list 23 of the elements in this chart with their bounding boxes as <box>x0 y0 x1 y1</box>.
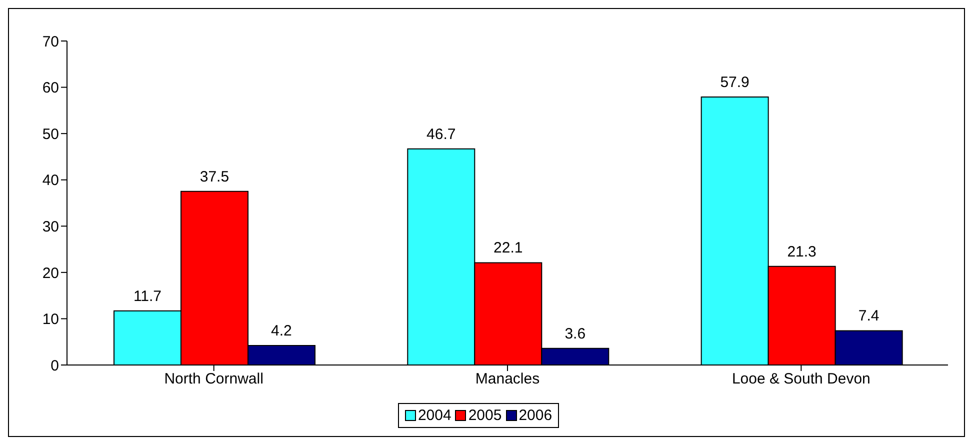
data-label: 3.6 <box>564 325 586 342</box>
y-tick-label: 10 <box>42 311 59 328</box>
y-tick-label: 20 <box>42 264 59 282</box>
x-tick-label: North Cornwall <box>164 370 264 388</box>
legend-label: 2005 <box>467 407 502 424</box>
data-label: 37.5 <box>200 168 230 186</box>
y-tick-label: 50 <box>42 126 59 143</box>
y-tick-label: 30 <box>42 218 59 236</box>
y-tick-label: 60 <box>42 80 59 97</box>
y-tick-label: 0 <box>50 357 59 374</box>
data-label: 4.2 <box>271 322 292 340</box>
legend-label: 2004 <box>416 407 452 424</box>
x-tick-label: Manacles <box>475 370 540 388</box>
data-label: 57.9 <box>720 74 750 92</box>
x-tick-label: Looe & South Devon <box>732 370 870 388</box>
data-label: 21.3 <box>787 243 816 260</box>
data-label: 46.7 <box>426 126 456 143</box>
data-label: 7.4 <box>858 308 880 325</box>
legend-label: 2006 <box>518 407 552 424</box>
y-tick-label: 70 <box>42 33 59 50</box>
y-tick-label: 40 <box>42 172 59 190</box>
data-label: 11.7 <box>133 288 162 305</box>
data-label: 22.1 <box>494 240 523 257</box>
